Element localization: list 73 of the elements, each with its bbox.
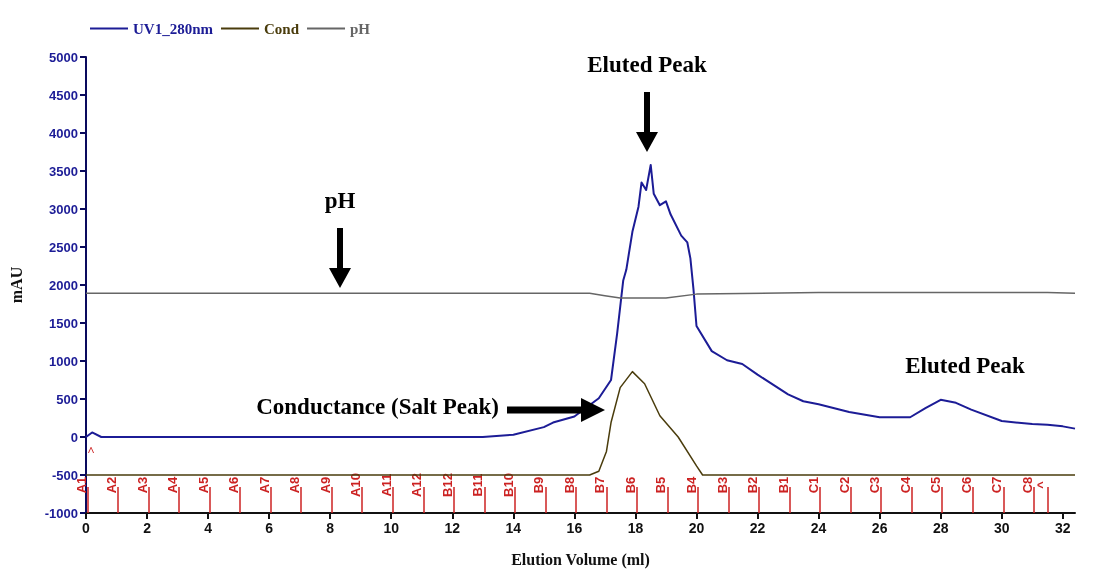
ref-line-label: C8: [1019, 476, 1035, 494]
ref-line-label: C4: [897, 475, 913, 494]
ref-line-label: A10: [348, 473, 364, 497]
x-tick-label: 2: [143, 520, 152, 536]
x-tick-label: 26: [871, 520, 888, 536]
x-tick-label: 32: [1055, 520, 1071, 536]
y-tick-label: 500: [56, 391, 78, 407]
ref-line-label: A8: [287, 476, 303, 494]
ref-line-label: C7: [989, 476, 1005, 494]
x-tick-label: 30: [993, 520, 1010, 536]
y-tick-label: 4500: [49, 87, 78, 103]
y-tick-label: 1000: [49, 353, 78, 369]
ref-line-label: B11: [470, 473, 486, 497]
ref-line-label: A5: [195, 476, 211, 494]
ref-line-label: B5: [653, 476, 669, 494]
y-tick-label: 0: [70, 429, 78, 445]
x-tick-label: 8: [326, 520, 335, 536]
ref-line-label: A12: [409, 473, 425, 497]
ref-line-label: B3: [714, 476, 730, 494]
y-tick-label: -1000: [44, 505, 78, 521]
ref-line-label: B2: [745, 476, 761, 494]
y-tick-label: 2000: [49, 277, 78, 293]
legend-label: Cond: [264, 20, 300, 37]
x-tick-label: 20: [688, 520, 705, 536]
ref-line-label: B7: [592, 476, 608, 494]
ref-line-label: ^: [1033, 480, 1049, 489]
y-tick-label: 1500: [49, 315, 78, 331]
x-tick-label: 6: [265, 520, 274, 536]
annotation: ^: [87, 442, 95, 458]
x-tick-label: 12: [444, 520, 461, 536]
ref-line-label: A9: [317, 476, 333, 494]
annotation: Eluted Peak: [905, 352, 1025, 378]
x-tick-label: 16: [566, 520, 583, 536]
ref-line-label: C3: [867, 476, 883, 494]
ref-line-label: B1: [775, 476, 791, 494]
x-tick-label: 28: [932, 520, 949, 536]
legend-label: pH: [350, 20, 371, 37]
y-tick-label: 3500: [49, 163, 78, 179]
x-tick-label: 22: [749, 520, 766, 536]
x-tick-label: 10: [383, 520, 400, 536]
ref-line-label: A4: [165, 475, 181, 494]
x-tick-label: 0: [82, 520, 91, 536]
y-tick-label: 4000: [49, 125, 78, 141]
ref-line-label: C5: [928, 476, 944, 494]
y-tick-label: -500: [51, 467, 78, 483]
annotation: Conductance (Salt Peak): [256, 393, 499, 419]
y-tick-label: 3000: [49, 201, 78, 217]
line-series: [85, 163, 1076, 438]
ref-line-label: A6: [226, 476, 242, 494]
y-axis-title: mAU: [7, 266, 25, 304]
ref-line-label: C2: [836, 476, 852, 494]
x-tick-label: 4: [204, 520, 213, 536]
ref-line-label: B9: [531, 476, 547, 494]
y-tick-label: 2500: [49, 239, 78, 255]
ref-line-label: B8: [561, 476, 577, 494]
ref-line-label: B4: [684, 475, 700, 494]
ref-line-label: C6: [958, 476, 974, 494]
ref-line-label: A2: [104, 476, 120, 494]
annotation: pH: [324, 188, 356, 213]
ref-line-label: A3: [134, 476, 150, 494]
ref-line-label: C1: [806, 476, 822, 494]
ref-line-label: A7: [256, 476, 272, 494]
annotation: Eluted Peak: [587, 52, 707, 77]
y-tick-label: 5000: [49, 49, 78, 65]
x-tick-label: 14: [505, 520, 522, 536]
ref-line-label: B10: [500, 473, 516, 497]
x-axis-title: Elution Volume (ml): [511, 550, 650, 569]
ref-line-label: B6: [622, 476, 638, 494]
x-tick-label: 18: [627, 520, 644, 536]
ref-line-label: A11: [378, 473, 394, 497]
ref-line-label: B12: [439, 473, 455, 497]
legend-label: UV1_280nm: [133, 20, 214, 37]
x-tick-label: 24: [810, 520, 827, 536]
